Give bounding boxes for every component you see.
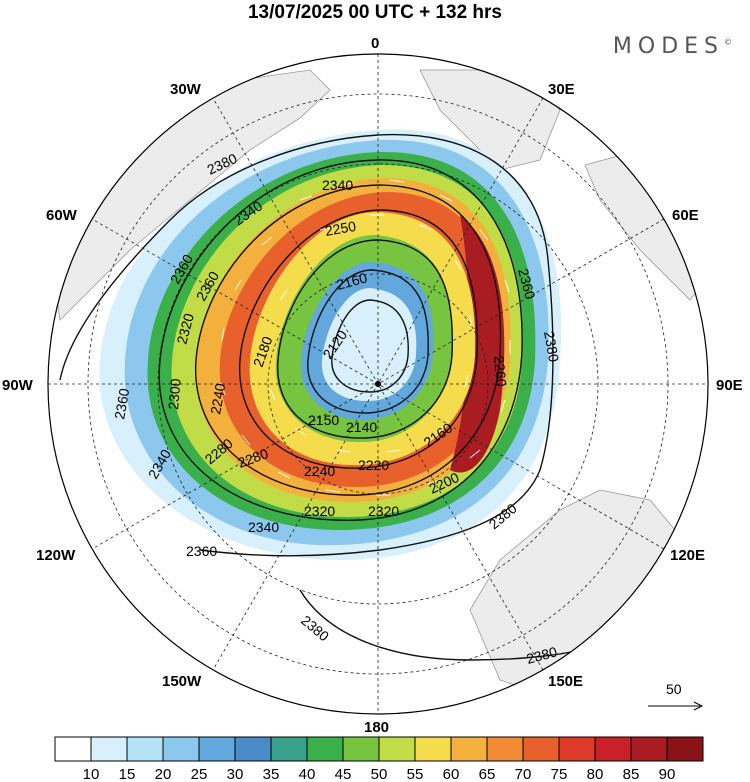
- lon-label-0: 0: [371, 35, 379, 52]
- colorbar-tick-label: 85: [623, 766, 640, 782]
- contour-label: 2340: [322, 177, 353, 193]
- colorbar-swatch: [198, 736, 236, 762]
- contour-label: 2140: [346, 419, 377, 435]
- colorbar-swatch: [270, 736, 308, 762]
- lon-label-30e: 30E: [548, 81, 575, 98]
- colorbar-swatch: [630, 736, 668, 762]
- lon-label-180: 180: [364, 719, 389, 736]
- contour-label: 2320: [368, 503, 399, 519]
- colorbar-tick-label: 40: [299, 766, 316, 782]
- brand-mark: ©: [724, 37, 732, 47]
- colorbar-tick-label: 10: [83, 766, 100, 782]
- contour-label: 2380: [525, 643, 559, 667]
- contour-label: 2220: [358, 457, 389, 473]
- colorbar-swatch: [234, 736, 272, 762]
- colorbar-swatch: [54, 736, 92, 762]
- contour-label: 2320: [304, 503, 335, 519]
- colorbar-swatch: [450, 736, 488, 762]
- colorbar-swatch: [594, 736, 632, 762]
- reference-vector-label: 50: [666, 681, 682, 697]
- lon-label-30w: 30W: [170, 81, 202, 98]
- colorbar-swatch: [378, 736, 416, 762]
- brand-logo: MODES©: [613, 34, 732, 59]
- contour-label: 2250: [324, 218, 358, 239]
- colorbar-tick-label: 70: [515, 766, 532, 782]
- colorbar-tick-label: 30: [227, 766, 244, 782]
- colorbar-swatch: [306, 736, 344, 762]
- colorbar-swatch: [162, 736, 200, 762]
- contour-label: 2380: [541, 330, 562, 364]
- contour-label: 2240: [207, 382, 228, 416]
- colorbar-tick-label: 80: [587, 766, 604, 782]
- map-disc: [48, 54, 708, 714]
- lon-label-60w: 60W: [46, 207, 78, 224]
- colorbar-tick-label: 15: [119, 766, 136, 782]
- brand-text: MODES: [612, 34, 724, 59]
- lon-label-120e: 120E: [670, 547, 705, 564]
- lon-label-90w: 90W: [2, 377, 34, 394]
- contour-label: 2360: [111, 387, 132, 421]
- pole-marker: [375, 381, 381, 387]
- contour-label: 2360: [515, 267, 539, 301]
- map-border: [47, 53, 709, 715]
- lon-label-90e: 90E: [716, 377, 743, 394]
- colorbar-tick-label: 75: [551, 766, 568, 782]
- colorbar-tick-label: 50: [371, 766, 388, 782]
- colorbar-swatch: [126, 736, 164, 762]
- contour-label: 2340: [248, 519, 279, 535]
- contour-label: 2360: [186, 543, 217, 559]
- contour-label: 2150: [308, 412, 339, 428]
- contour-label: 2260: [491, 355, 510, 388]
- wind-vectors: [220, 179, 511, 496]
- colorbar-swatch: [342, 736, 380, 762]
- colorbar: 10 15 20 25 30 35 40 45 50 55 60 65 70 75 80 85 90: [54, 736, 704, 782]
- contour-label: 2160: [335, 269, 369, 293]
- colorbar-swatch: [558, 736, 596, 762]
- contour-label: 2240: [304, 463, 335, 479]
- contour-label: 2300: [165, 378, 184, 411]
- colorbar-tick-label: 20: [155, 766, 172, 782]
- lon-label-150w: 150W: [162, 673, 202, 690]
- lon-label-120w: 120W: [36, 547, 76, 564]
- contour-labels: 2380 2340 2340 2360 2360 2320 2300 2280 …: [111, 150, 562, 667]
- colorbar-swatch: [90, 736, 128, 762]
- longitude-labels: 0 30E 60E 90E 120E 150E 180 150W 120W 90…: [2, 35, 743, 736]
- height-contours: [59, 133, 581, 661]
- colorbar-tick-label: 45: [335, 766, 352, 782]
- colorbar-tick-label: 60: [443, 766, 460, 782]
- colorbar-swatches: [54, 736, 704, 762]
- contour-label: 2320: [173, 311, 197, 345]
- colorbar-ticks: 10 15 20 25 30 35 40 45 50 55 60 65 70 75 80 85 90: [83, 766, 676, 782]
- colorbar-swatch: [414, 736, 452, 762]
- reference-vector: 50: [648, 681, 704, 711]
- colorbar-tick-label: 35: [263, 766, 280, 782]
- colorbar-swatch: [486, 736, 524, 762]
- page-title: 13/07/2025 00 UTC + 132 hrs: [247, 2, 503, 23]
- colorbar-swatch: [666, 736, 704, 762]
- lon-label-60e: 60E: [672, 207, 699, 224]
- colorbar-tick-label: 90: [659, 766, 676, 782]
- colorbar-swatch: [522, 736, 560, 762]
- colorbar-tick-label: 65: [479, 766, 496, 782]
- lon-label-150e: 150E: [548, 673, 583, 690]
- colorbar-tick-label: 55: [407, 766, 424, 782]
- colorbar-tick-label: 25: [191, 766, 208, 782]
